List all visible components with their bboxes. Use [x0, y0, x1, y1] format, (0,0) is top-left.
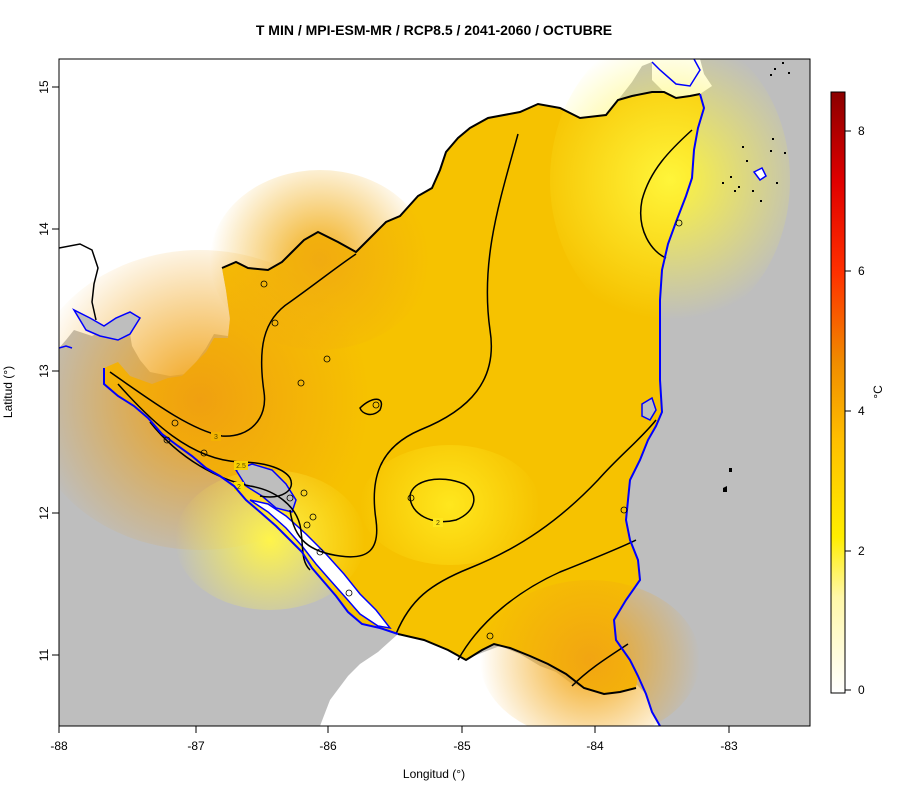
- station-marker: [620, 506, 628, 514]
- national-border: [221, 91, 701, 696]
- colorbar-tick-label: 0: [858, 683, 865, 697]
- station-marker: [345, 589, 353, 597]
- contour-label: 3: [214, 434, 218, 441]
- y-tick-label: 11: [37, 648, 51, 661]
- north-cays: [770, 62, 790, 76]
- y-tick-label: 14: [37, 222, 51, 236]
- contour-labels: 3 2.5 2 2: [211, 432, 443, 527]
- el-salvador-coast: [59, 345, 73, 349]
- caribbean-island-small: [729, 468, 732, 472]
- x-axis: -88 -87 -86 -85 -84 -83 Longitud (°): [50, 726, 738, 781]
- colorbar-tick-label: 2: [858, 544, 865, 558]
- contour-2.5-south: [395, 419, 657, 635]
- nicaragua-land: [104, 92, 704, 694]
- honduras-north-coast: [651, 59, 701, 87]
- x-axis-title: Longitud (°): [403, 767, 465, 781]
- contour-3-west: [109, 253, 357, 437]
- contour-2.5-central: [289, 133, 519, 558]
- gulf-of-fonseca: [72, 308, 142, 341]
- map-plot: 3 2.5 2 2: [59, 59, 810, 726]
- station-marker: [163, 436, 171, 444]
- station-marker: [260, 280, 268, 288]
- station-marker: [300, 489, 308, 497]
- station-markers: [163, 219, 683, 640]
- nicaragua-field: 3 2.5 2 2: [59, 59, 790, 726]
- lake-nicaragua: [249, 499, 392, 630]
- station-marker: [171, 419, 179, 427]
- pacific-coast: [103, 368, 399, 635]
- x-tick-label: -87: [187, 739, 205, 753]
- station-marker: [286, 494, 294, 502]
- station-marker: [303, 521, 311, 529]
- colorbar-unit: °C: [871, 385, 885, 399]
- corn-island: [752, 166, 767, 182]
- contour-2-north: [640, 129, 693, 259]
- x-tick-label: -83: [720, 739, 738, 753]
- x-tick-label: -86: [319, 739, 337, 753]
- station-marker: [271, 319, 279, 327]
- contour-label: 2: [237, 484, 241, 491]
- x-tick-label: -88: [50, 739, 68, 753]
- colorbar-tick-label: 6: [858, 264, 865, 278]
- x-tick-label: -84: [586, 739, 604, 753]
- contour-lines: [109, 129, 693, 687]
- contour-3-south: [571, 643, 629, 687]
- station-marker: [486, 632, 494, 640]
- plot-frame: [58, 58, 811, 727]
- y-tick-label: 15: [37, 80, 51, 94]
- station-marker: [309, 513, 317, 521]
- contour-2-west: [149, 421, 311, 571]
- station-marker: [675, 219, 683, 227]
- colorbar-tick-label: 4: [858, 404, 865, 418]
- contour-2.5-lobe: [359, 398, 383, 416]
- x-tick-label: -85: [453, 739, 471, 753]
- contour-label: 2.5: [236, 463, 246, 470]
- contour-2.5-east: [457, 539, 637, 661]
- contour-2-east: [409, 478, 475, 523]
- honduras-west-border: [59, 243, 99, 321]
- y-tick-label: 12: [37, 506, 51, 520]
- station-marker: [323, 355, 331, 363]
- station-marker: [372, 401, 380, 409]
- lake-managua: [234, 463, 297, 513]
- pearl-lagoon: [641, 396, 657, 421]
- contour-2.5-west: [117, 383, 293, 498]
- station-marker: [297, 379, 305, 387]
- station-marker: [316, 548, 324, 556]
- colorbar-tick-label: 8: [858, 124, 865, 138]
- station-marker: [407, 494, 415, 502]
- caribbean-island-small: [723, 486, 727, 492]
- y-axis-title: Latitud (°): [1, 366, 15, 418]
- colorbar-ramp: [830, 91, 846, 694]
- station-marker: [200, 449, 208, 457]
- y-tick-label: 13: [37, 364, 51, 378]
- caribbean-coast: [612, 93, 706, 726]
- y-axis: 15 14 13 12 11 Latitud (°): [1, 80, 59, 661]
- colorbar: 8 6 4 2 0 °C: [830, 91, 885, 697]
- map-title: T MIN / MPI-ESM-MR / RCP8.5 / 2041-2060 …: [256, 22, 612, 38]
- miskito-cays: [722, 138, 786, 202]
- contour-label: 2: [436, 520, 440, 527]
